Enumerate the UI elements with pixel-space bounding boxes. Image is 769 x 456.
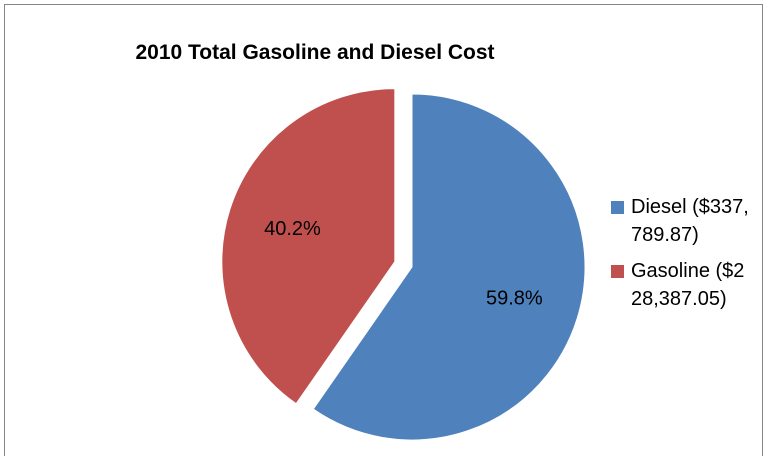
- legend-label-diesel: Diesel ($337,789.87): [631, 196, 749, 246]
- pie-slices: [221, 88, 586, 441]
- legend-item-gasoline: Gasoline ($228,387.05): [609, 257, 759, 313]
- chart-frame: 2010 Total Gasoline and Diesel Cost 59.8…: [4, 4, 763, 456]
- pie-slice-diesel: [312, 93, 586, 441]
- pie-chart: 59.8% 40.2%: [221, 88, 586, 441]
- pie-label-gasoline: 40.2%: [264, 218, 321, 240]
- legend: Diesel ($337,789.87) Gasoline ($228,387.…: [609, 193, 759, 321]
- legend-label-gasoline: Gasoline ($228,387.05): [631, 260, 745, 310]
- legend-swatch-gasoline: [611, 265, 624, 278]
- pie-slice-gasoline: [221, 88, 396, 405]
- pie-label-diesel: 59.8%: [486, 287, 543, 309]
- pie-labels: 59.8% 40.2%: [264, 218, 543, 309]
- chart-title: 2010 Total Gasoline and Diesel Cost: [135, 41, 495, 64]
- legend-swatch-diesel: [611, 201, 624, 214]
- legend-item-diesel: Diesel ($337,789.87): [609, 193, 759, 249]
